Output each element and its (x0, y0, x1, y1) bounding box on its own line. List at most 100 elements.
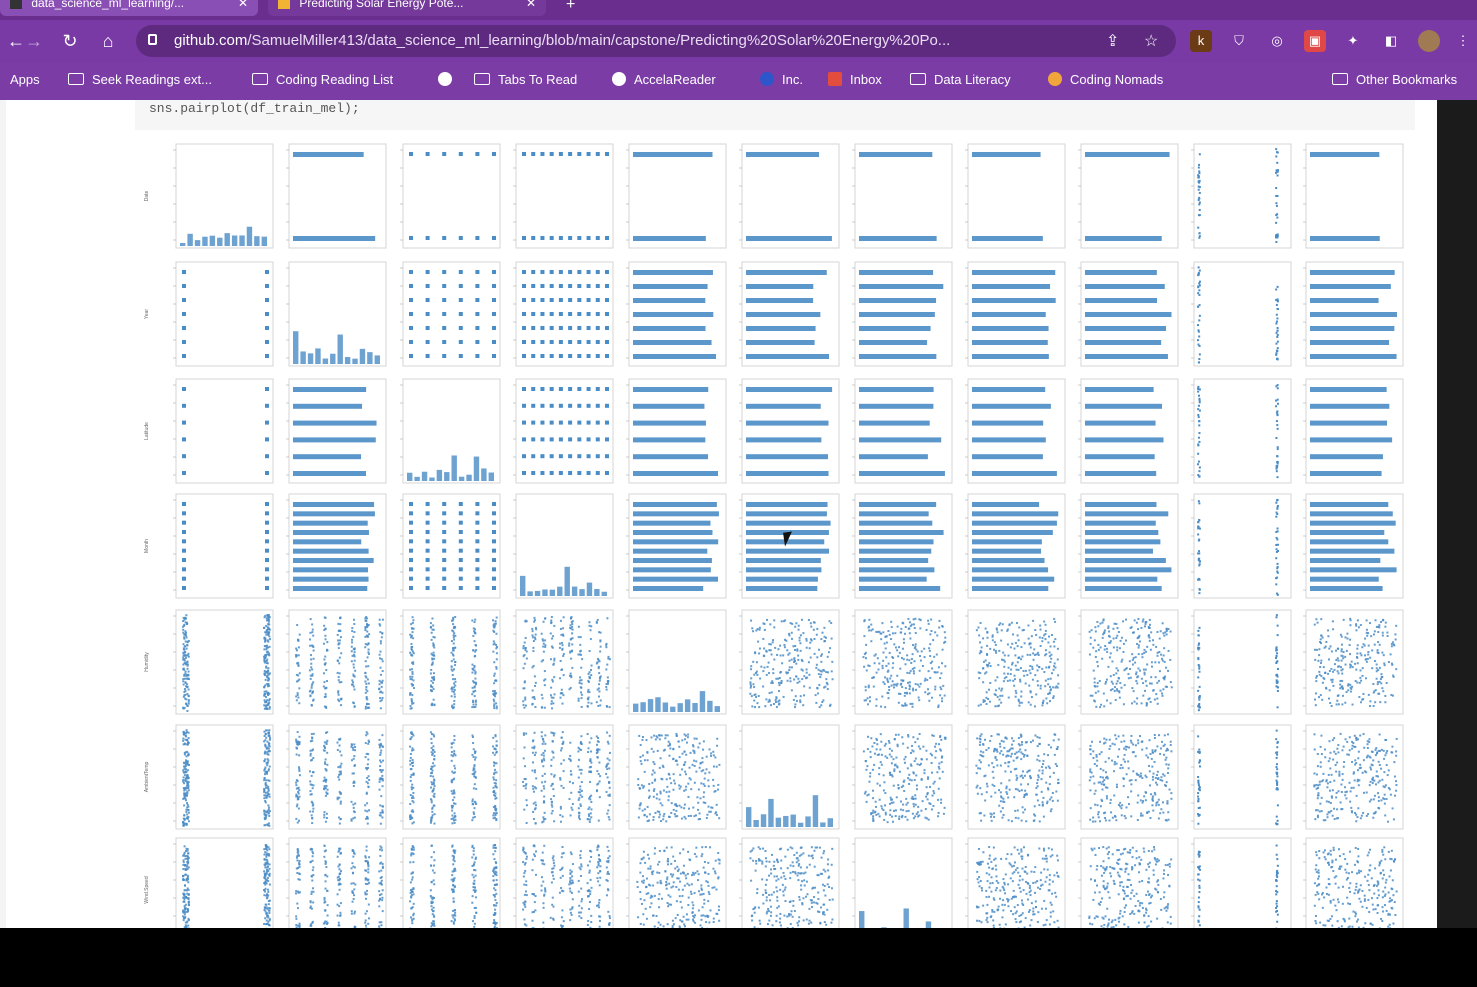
scatter-point (323, 695, 326, 698)
scatter-point (182, 678, 185, 681)
scatter-point (184, 788, 187, 791)
scatter-point (1108, 630, 1111, 633)
shield-icon[interactable]: ⛉ (1234, 33, 1244, 48)
bookmark-coding-nomads[interactable]: Coding Nomads (1048, 72, 1163, 87)
scatter-point (558, 236, 563, 240)
lock-icon[interactable] (148, 34, 157, 45)
scatter-point (779, 654, 782, 657)
bookmark-accelareader[interactable]: AccelaReader (612, 72, 716, 87)
scatter-point (1007, 796, 1010, 799)
bookmark-other[interactable]: Other Bookmarks (1332, 72, 1457, 87)
scatter-point (550, 803, 553, 806)
scatter-point (1361, 646, 1364, 649)
scatter-point (986, 785, 989, 788)
scatter-point (1316, 621, 1319, 624)
scatter-point (265, 665, 268, 668)
scatter-point (996, 705, 999, 708)
scatter-point (985, 653, 988, 656)
scatter-point (990, 819, 993, 822)
extension-circle-icon[interactable]: ◎ (1271, 33, 1283, 48)
scatter-point (549, 420, 554, 425)
scatter-point (581, 795, 584, 798)
bookmark-inc[interactable]: Inc. (760, 72, 803, 87)
close-icon[interactable]: ✕ (237, 0, 248, 10)
scatter-point (1197, 271, 1200, 274)
scatter-point (263, 661, 266, 664)
scatter-point (187, 670, 190, 673)
scatter-point (1346, 632, 1349, 635)
reload-icon[interactable]: ↻ (62, 31, 78, 51)
scatter-point (568, 284, 573, 288)
scatter-point (605, 772, 608, 775)
share-icon[interactable]: ⇪ (1106, 33, 1120, 50)
home-icon[interactable]: ⌂ (102, 31, 114, 51)
scatter-point (929, 803, 932, 806)
scatter-point (693, 815, 696, 818)
scatter-point (264, 751, 267, 754)
scatter-point (381, 810, 384, 813)
bookmark-seek-readings[interactable]: Seek Readings ext... (68, 72, 212, 87)
scatter-point (325, 784, 328, 787)
scatter-point (1318, 673, 1321, 676)
bookmark-globe[interactable] (438, 72, 460, 87)
scatter-point (562, 740, 565, 743)
scatter-point (1101, 621, 1104, 624)
star-icon[interactable]: ☆ (1144, 33, 1159, 50)
scatter-point (872, 809, 875, 812)
scatter-point (904, 625, 907, 628)
bookmark-apps[interactable]: Apps (10, 72, 40, 87)
scatter-point (475, 649, 478, 652)
scatter-point (1148, 626, 1151, 629)
bookmark-inbox[interactable]: Inbox (828, 72, 882, 87)
extension-red-icon[interactable]: ▣ (1304, 30, 1326, 52)
scatter-point (586, 354, 591, 358)
extension-k-icon[interactable]: k (1190, 30, 1212, 52)
scatter-point (1275, 592, 1278, 595)
bookmark-coding-reading-list[interactable]: Coding Reading List (252, 72, 393, 87)
scatter-point (429, 622, 432, 625)
scatter-point (451, 690, 454, 693)
scatter-point (784, 619, 787, 622)
scatter-point (913, 778, 916, 781)
url-text[interactable]: github.com/SamuelMiller413/data_science_… (174, 32, 1094, 49)
scatter-point (522, 784, 525, 787)
tab-inactive[interactable]: Predicting Solar Energy Pote... ✕ (268, 0, 546, 16)
scatter-point (495, 692, 498, 695)
scatter-point (1339, 679, 1342, 682)
scatter-point (267, 646, 270, 649)
back-icon[interactable]: ← (7, 31, 25, 51)
scatter-point (326, 739, 329, 742)
scatter-point (365, 768, 368, 771)
scatter-point (1276, 216, 1279, 219)
scatter-point (364, 707, 367, 710)
bookmark-tabs-to-read[interactable]: Tabs To Read (474, 72, 577, 87)
new-tab-button[interactable]: + (566, 0, 576, 13)
scatter-point (568, 340, 573, 344)
scatter-point (410, 623, 413, 626)
scatter-point (473, 695, 476, 698)
address-bar[interactable]: github.com/SamuelMiller413/data_science_… (136, 25, 1176, 57)
tab-active[interactable]: data_science_ml_learning/... ✕ (0, 0, 258, 16)
scatter-point (1275, 577, 1278, 580)
scatter-point (533, 747, 536, 750)
scatter-point (185, 636, 188, 639)
menu-icon[interactable]: ⋮ (1456, 33, 1470, 48)
forward-icon[interactable]: → (25, 31, 43, 51)
scatter-point (820, 638, 823, 641)
scatter-point (607, 794, 610, 797)
close-icon[interactable]: ✕ (525, 0, 536, 10)
scatter-point (353, 631, 356, 634)
scatter-point (550, 731, 553, 734)
inc-icon (760, 72, 774, 86)
sidepanel-icon[interactable]: ◧ (1384, 33, 1398, 48)
scatter-point (265, 437, 269, 442)
scatter-point (1197, 199, 1200, 202)
scatter-point (863, 792, 866, 795)
scatter-point (1129, 667, 1132, 670)
scatter-point (693, 764, 696, 767)
avatar[interactable] (1418, 30, 1440, 52)
puzzle-icon[interactable]: ✦ (1347, 33, 1359, 48)
bookmark-data-literacy[interactable]: Data Literacy (910, 72, 1011, 87)
scatter-band (972, 298, 1056, 303)
scatter-band (859, 520, 933, 526)
